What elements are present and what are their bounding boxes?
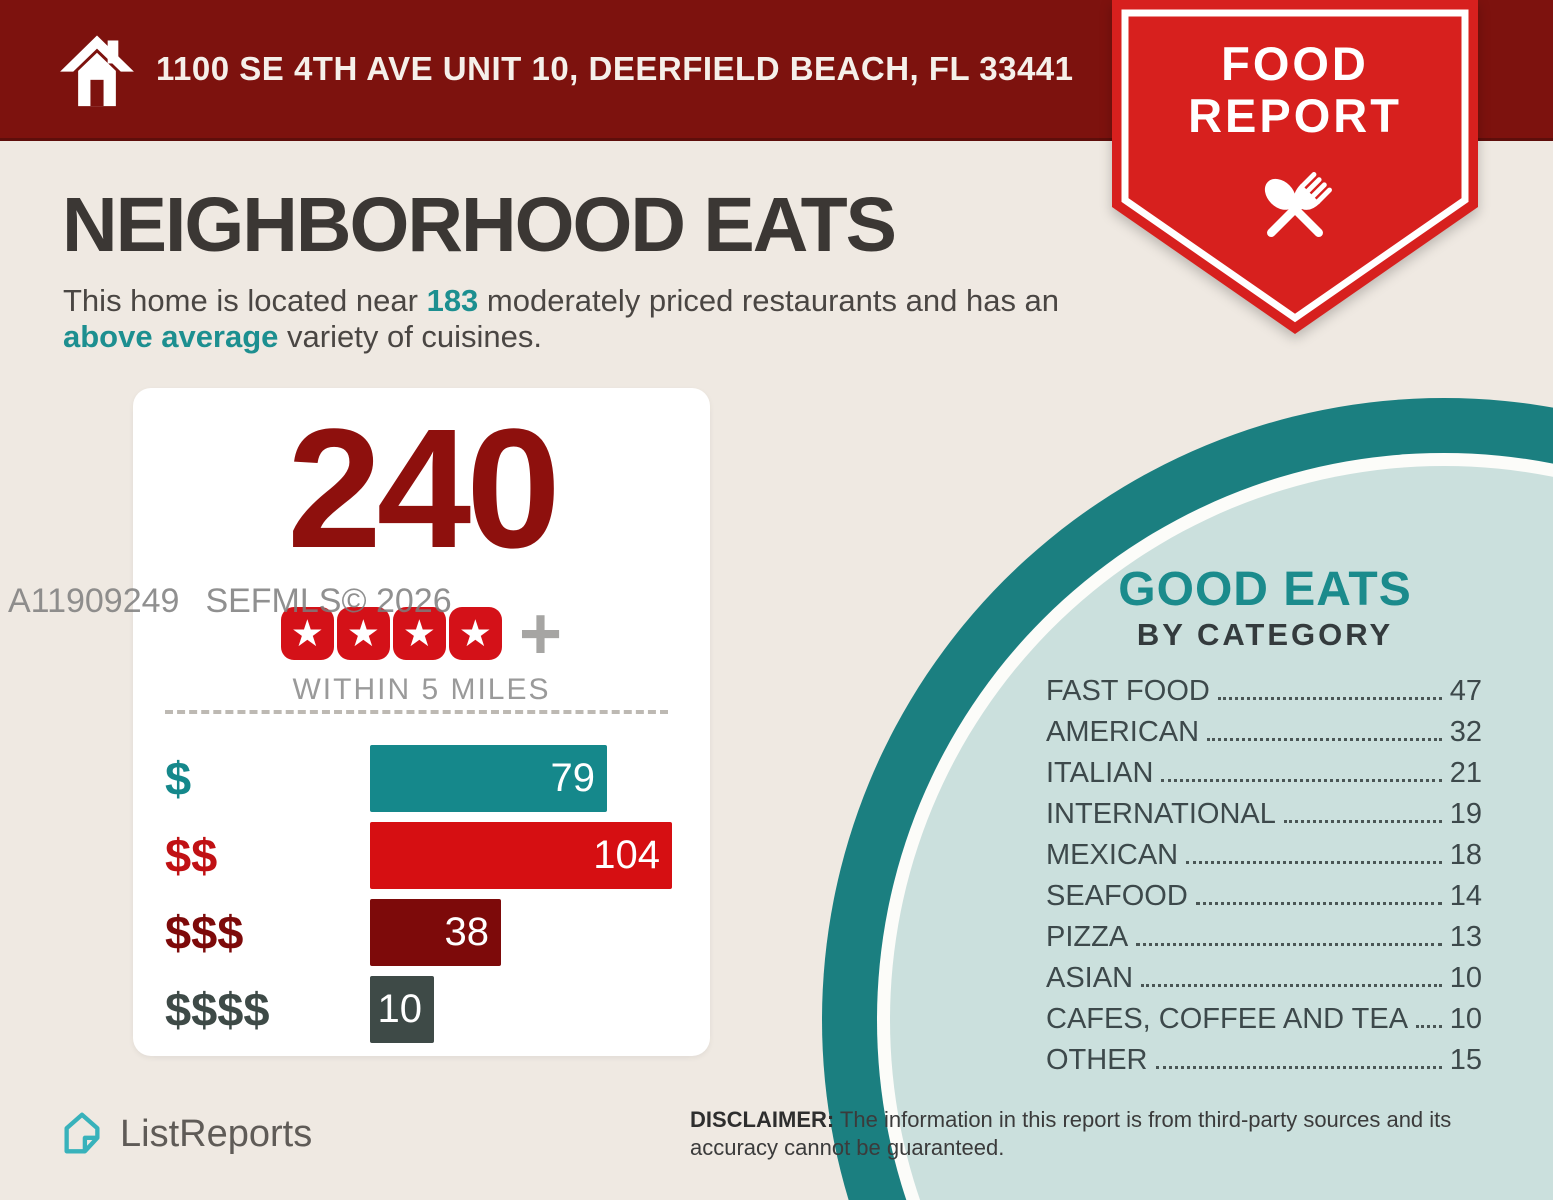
dotted-leader (1155, 1066, 1442, 1069)
category-label: CAFES, COFFEE AND TEA (1046, 1003, 1409, 1036)
price-label: $$$ (165, 906, 244, 959)
category-value: 18 (1449, 839, 1482, 872)
price-label: $ (165, 752, 192, 805)
intro-pre: This home is located near (63, 283, 427, 318)
listreports-icon (64, 1112, 100, 1154)
category-label: ITALIAN (1046, 757, 1154, 790)
price-label: $$$$ (165, 983, 270, 1036)
category-value: 14 (1449, 880, 1482, 913)
category-label: MEXICAN (1046, 839, 1179, 872)
dotted-leader (1207, 738, 1442, 741)
star-icon (392, 607, 446, 660)
property-address: 1100 SE 4TH AVE UNIT 10, DEERFIELD BEACH… (156, 50, 1074, 87)
food-report-badge: FOOD REPORT (1112, 0, 1478, 334)
category-label: INTERNATIONAL (1046, 798, 1276, 831)
dotted-leader (1161, 779, 1442, 782)
summary-card: 240 + WITHIN 5 MILES $ 79 $$ 104 (133, 388, 710, 1056)
dotted-leader (1416, 1025, 1442, 1028)
category-row: AMERICAN 32 (1046, 709, 1482, 750)
price-bar-value: 79 (550, 756, 596, 800)
intro-text: This home is located near 183 moderately… (63, 283, 1108, 355)
price-bar: 38 (370, 899, 501, 966)
good-eats-list: FAST FOOD 47 AMERICAN 32 ITALIAN 21 INTERNA… (1046, 668, 1482, 1078)
disclaimer-label: DISCLAIMER: (690, 1107, 835, 1132)
radius-label: WITHIN 5 MILES (292, 673, 551, 706)
disclaimer-text: The information in this report is from t… (690, 1107, 1452, 1160)
category-value: 10 (1449, 1003, 1482, 1036)
dotted-leader (1195, 902, 1442, 905)
listing-id: A11909249 (8, 582, 180, 620)
watermark: A11909249 SEFMLS© 2026 (8, 582, 452, 621)
category-row: CAFES, COFFEE AND TEA 10 (1046, 996, 1482, 1037)
category-label: OTHER (1046, 1044, 1148, 1077)
plus-icon: + (518, 592, 563, 675)
category-row: ITALIAN 21 (1046, 750, 1482, 791)
ribbon-shape (1112, 0, 1478, 334)
dotted-leader (1217, 697, 1442, 700)
dotted-leader (1136, 943, 1442, 946)
category-label: SEAFOOD (1046, 880, 1188, 913)
price-bar-row: $$$ 38 (165, 899, 685, 966)
category-value: 32 (1449, 716, 1482, 749)
good-eats-title: GOOD EATS (1118, 563, 1412, 616)
price-bar-value: 10 (377, 987, 423, 1031)
star-icon (336, 607, 390, 660)
price-label: $$ (165, 829, 218, 882)
variety-highlight: above average (63, 319, 279, 354)
good-eats-subtitle: BY CATEGORY (1136, 617, 1394, 652)
category-row: INTERNATIONAL 19 (1046, 791, 1482, 832)
star-icon (448, 607, 502, 660)
page-title: NEIGHBORHOOD EATS (62, 182, 897, 268)
badge-title-line1: FOOD (1221, 37, 1369, 90)
dotted-leader (1186, 861, 1442, 864)
category-row: PIZZA 13 (1046, 914, 1482, 955)
intro-mid: moderately priced restaurants and has an (478, 283, 1060, 318)
category-value: 19 (1449, 798, 1482, 831)
category-row: ASIAN 10 (1046, 955, 1482, 996)
card-divider (165, 710, 668, 714)
spoon-fork-icon (1264, 172, 1332, 237)
category-value: 13 (1449, 921, 1482, 954)
price-bar-row: $ 79 (165, 745, 685, 812)
dotted-leader (1283, 820, 1442, 823)
price-bar-value: 38 (444, 910, 490, 954)
listreports-logo: ListReports (58, 1108, 312, 1160)
category-value: 15 (1449, 1044, 1482, 1077)
star-rating: + (133, 592, 710, 675)
price-bar: 79 (370, 745, 607, 812)
intro-post: variety of cuisines. (278, 319, 543, 354)
category-value: 10 (1449, 962, 1482, 995)
category-row: FAST FOOD 47 (1046, 668, 1482, 709)
category-value: 21 (1449, 757, 1482, 790)
category-label: PIZZA (1046, 921, 1129, 954)
badge-title-line2: REPORT (1188, 89, 1402, 142)
category-label: AMERICAN (1046, 716, 1200, 749)
disclaimer: DISCLAIMER: The information in this repo… (690, 1106, 1510, 1162)
price-bar-chart: $ 79 $$ 104 $$$ 38 $$$$ 10 (165, 745, 685, 1053)
listreports-name: ListReports (120, 1112, 313, 1155)
price-bar-row: $$ 104 (165, 822, 685, 889)
mls-credit: SEFMLS© 2026 (205, 582, 452, 620)
category-label: ASIAN (1046, 962, 1134, 995)
price-bar-row: $$$$ 10 (165, 976, 685, 1043)
restaurant-count-highlight: 183 (426, 283, 479, 318)
category-value: 47 (1449, 675, 1482, 708)
star-icon (280, 607, 334, 660)
price-bar-value: 104 (593, 833, 660, 877)
price-bar: 10 (370, 976, 434, 1043)
category-row: MEXICAN 18 (1046, 832, 1482, 873)
category-row: SEAFOOD 14 (1046, 873, 1482, 914)
dotted-leader (1141, 984, 1442, 987)
price-bar: 104 (370, 822, 672, 889)
home-icon (60, 35, 134, 107)
category-row: OTHER 15 (1046, 1037, 1482, 1078)
restaurant-count: 240 (287, 394, 561, 584)
category-label: FAST FOOD (1046, 675, 1210, 708)
